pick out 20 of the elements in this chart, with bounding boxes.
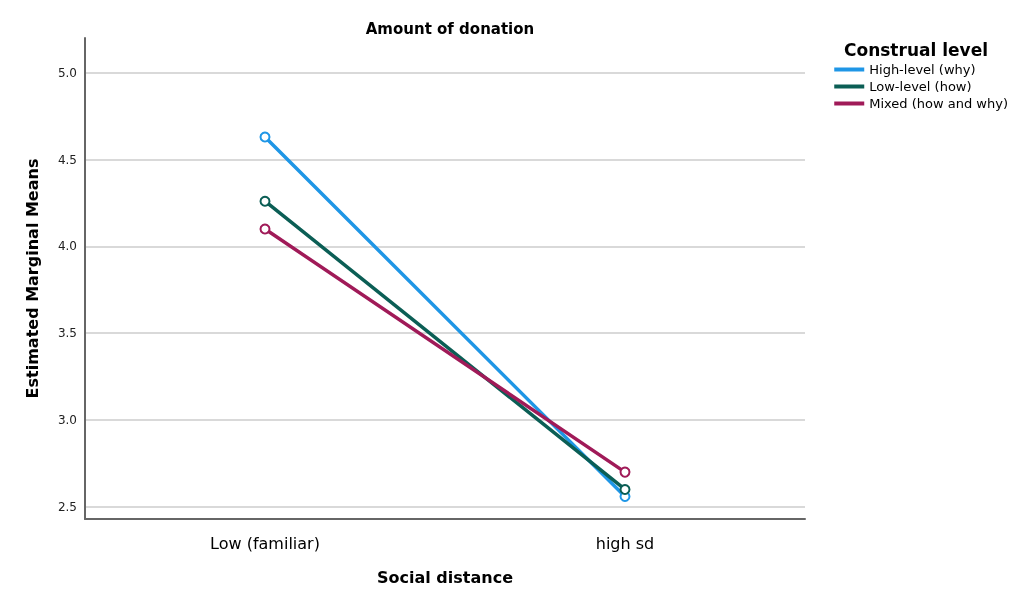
y-tick-label: 5.0 bbox=[57, 65, 77, 80]
y-tick-label: 3.5 bbox=[57, 326, 77, 341]
chart-title: Amount of donation bbox=[365, 19, 535, 38]
point bbox=[619, 483, 631, 495]
y-axis-title: Estimated Marginal Means bbox=[22, 158, 42, 399]
x-tick-label: Low (familiar) bbox=[210, 533, 320, 553]
legend-label: Mixed (how and why) bbox=[869, 96, 1009, 111]
y-tick-label: 3.0 bbox=[57, 413, 77, 428]
y-tick-label: 4.5 bbox=[57, 152, 77, 167]
point bbox=[259, 223, 271, 235]
legend-label: Low-level (how) bbox=[869, 79, 972, 94]
legend-label: High-level (why) bbox=[869, 62, 976, 77]
point bbox=[259, 195, 271, 207]
x-tick-label: high sd bbox=[595, 533, 655, 553]
y-tick-label: 2.5 bbox=[57, 499, 77, 514]
point bbox=[259, 131, 271, 143]
x-axis-title: Social distance bbox=[377, 567, 514, 587]
y-tick-label: 4.0 bbox=[57, 239, 77, 254]
legend-title: Construal level bbox=[844, 39, 989, 60]
point bbox=[619, 466, 631, 478]
